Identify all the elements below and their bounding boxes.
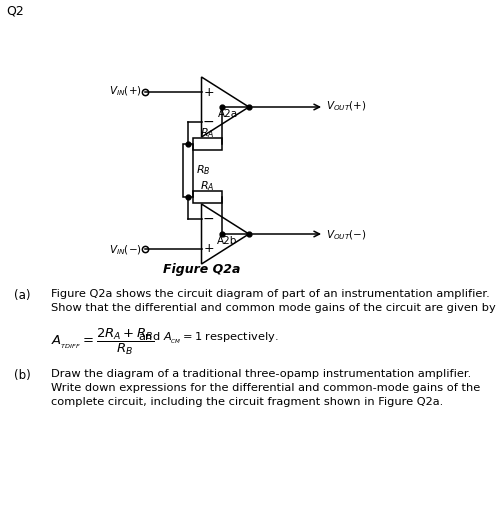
Bar: [193, 191, 221, 203]
Text: +: +: [203, 85, 213, 99]
Text: and $A_{_{CM}}=1$ respectively.: and $A_{_{CM}}=1$ respectively.: [137, 331, 278, 346]
Text: $R_B$: $R_B$: [196, 163, 210, 178]
Bar: [182, 144, 193, 197]
Text: complete circuit, including the circuit fragment shown in Figure Q2a.: complete circuit, including the circuit …: [51, 397, 442, 407]
Text: (b): (b): [14, 369, 31, 382]
Text: $A_{_{TDIFF}}=\dfrac{2R_A+R_B}{R_B}$: $A_{_{TDIFF}}=\dfrac{2R_A+R_B}{R_B}$: [51, 327, 154, 357]
Text: $V_{IN}(-)$: $V_{IN}(-)$: [109, 243, 142, 257]
Text: Write down expressions for the differential and common-mode gains of the: Write down expressions for the different…: [51, 383, 479, 393]
Text: Show that the differential and common mode gains of the circuit are given by: Show that the differential and common mo…: [51, 303, 494, 313]
Text: A2b: A2b: [217, 236, 237, 246]
Text: $V_{OUT}(-)$: $V_{OUT}(-)$: [326, 228, 366, 242]
Text: (a): (a): [14, 289, 31, 302]
Text: Draw the diagram of a traditional three-opamp instrumentation amplifier.: Draw the diagram of a traditional three-…: [51, 369, 470, 379]
Text: Figure Q2a: Figure Q2a: [162, 262, 239, 276]
Text: $R_A$: $R_A$: [200, 126, 214, 140]
Text: A2a: A2a: [217, 109, 237, 119]
Text: +: +: [203, 242, 213, 256]
Text: $V_{IN}(+)$: $V_{IN}(+)$: [109, 84, 142, 98]
Text: Q2: Q2: [7, 5, 24, 18]
Text: Figure Q2a shows the circuit diagram of part of an instrumentation amplifier.: Figure Q2a shows the circuit diagram of …: [51, 289, 488, 299]
Text: −: −: [202, 212, 214, 226]
Text: −: −: [202, 115, 214, 129]
Bar: [193, 138, 221, 150]
Text: $V_{OUT}(+)$: $V_{OUT}(+)$: [326, 99, 366, 113]
Text: $R_A$: $R_A$: [200, 179, 214, 193]
